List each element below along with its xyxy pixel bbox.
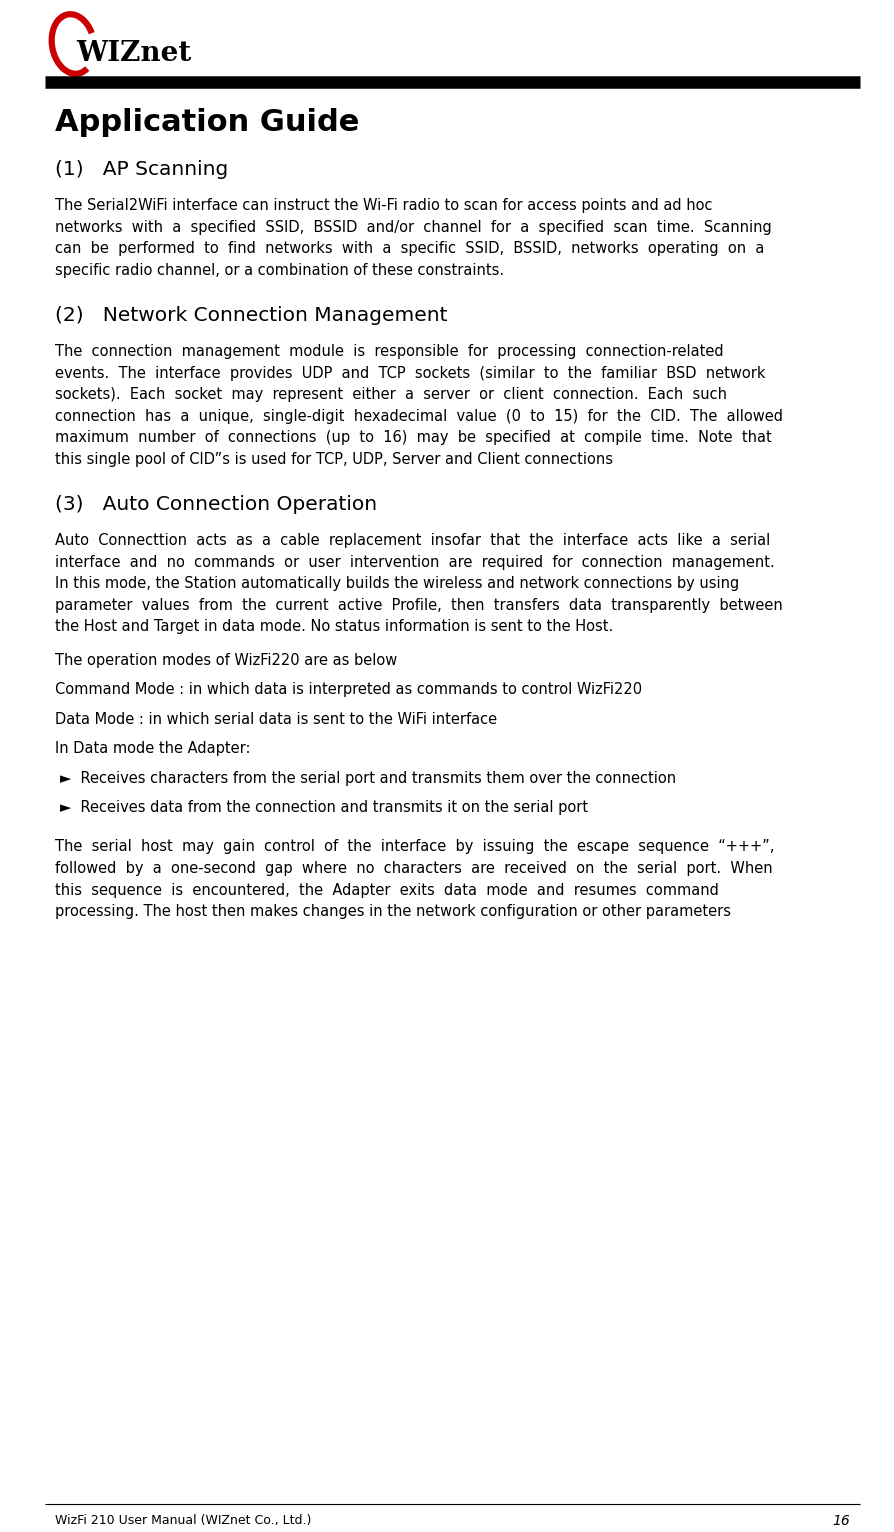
Text: parameter  values  from  the  current  active  Profile,  then  transfers  data  : parameter values from the current active…: [55, 597, 782, 613]
Text: Data Mode : in which serial data is sent to the WiFi interface: Data Mode : in which serial data is sent…: [55, 711, 496, 726]
Text: In this mode, the Station automatically builds the wireless and network connecti: In this mode, the Station automatically …: [55, 576, 738, 591]
Text: specific radio channel, or a combination of these constraints.: specific radio channel, or a combination…: [55, 262, 503, 277]
Text: In Data mode the Adapter:: In Data mode the Adapter:: [55, 741, 250, 755]
Text: connection  has  a  unique,  single-digit  hexadecimal  value  (0  to  15)  for : connection has a unique, single-digit he…: [55, 409, 782, 423]
Text: The  connection  management  module  is  responsible  for  processing  connectio: The connection management module is resp…: [55, 345, 723, 358]
Text: The Serial2WiFi interface can instruct the Wi-Fi radio to scan for access points: The Serial2WiFi interface can instruct t…: [55, 198, 712, 213]
Text: WizFi 210 User Manual (WIZnet Co., Ltd.): WizFi 210 User Manual (WIZnet Co., Ltd.): [55, 1514, 311, 1527]
Text: The  serial  host  may  gain  control  of  the  interface  by  issuing  the  esc: The serial host may gain control of the …: [55, 840, 773, 855]
Text: 16: 16: [831, 1514, 849, 1527]
Text: this single pool of CID”s is used for TCP, UDP, Server and Client connections: this single pool of CID”s is used for TC…: [55, 452, 612, 467]
Text: interface  and  no  commands  or  user  intervention  are  required  for  connec: interface and no commands or user interv…: [55, 555, 774, 570]
Text: this  sequence  is  encountered,  the  Adapter  exits  data  mode  and  resumes : this sequence is encountered, the Adapte…: [55, 882, 718, 898]
Text: (3)   Auto Connection Operation: (3) Auto Connection Operation: [55, 495, 376, 515]
Text: Auto  Connecttion  acts  as  a  cable  replacement  insofar  that  the  interfac: Auto Connecttion acts as a cable replace…: [55, 533, 770, 548]
Text: sockets).  Each  socket  may  represent  either  a  server  or  client  connecti: sockets). Each socket may represent eith…: [55, 388, 726, 401]
Text: ►  Receives data from the connection and transmits it on the serial port: ► Receives data from the connection and …: [60, 800, 587, 815]
Text: the Host and Target in data mode. No status information is sent to the Host.: the Host and Target in data mode. No sta…: [55, 619, 612, 634]
Text: Application Guide: Application Guide: [55, 107, 359, 136]
Text: can  be  performed  to  find  networks  with  a  specific  SSID,  BSSID,  networ: can be performed to find networks with a…: [55, 241, 763, 256]
Text: maximum  number  of  connections  (up  to  16)  may  be  specified  at  compile : maximum number of connections (up to 16)…: [55, 430, 771, 444]
Text: events.  The  interface  provides  UDP  and  TCP  sockets  (similar  to  the  fa: events. The interface provides UDP and T…: [55, 366, 764, 380]
Text: followed  by  a  one-second  gap  where  no  characters  are  received  on  the : followed by a one-second gap where no ch…: [55, 861, 772, 876]
Text: ►  Receives characters from the serial port and transmits them over the connecti: ► Receives characters from the serial po…: [60, 771, 675, 786]
Text: WIZnet: WIZnet: [76, 40, 191, 67]
Text: (1)   AP Scanning: (1) AP Scanning: [55, 159, 228, 179]
Text: (2)   Network Connection Management: (2) Network Connection Management: [55, 306, 447, 325]
Text: Command Mode : in which data is interpreted as commands to control WizFi220: Command Mode : in which data is interpre…: [55, 682, 641, 697]
Text: The operation modes of WizFi220 are as below: The operation modes of WizFi220 are as b…: [55, 653, 397, 668]
Text: networks  with  a  specified  SSID,  BSSID  and/or  channel  for  a  specified  : networks with a specified SSID, BSSID an…: [55, 219, 771, 234]
Text: processing. The host then makes changes in the network configuration or other pa: processing. The host then makes changes …: [55, 904, 730, 919]
